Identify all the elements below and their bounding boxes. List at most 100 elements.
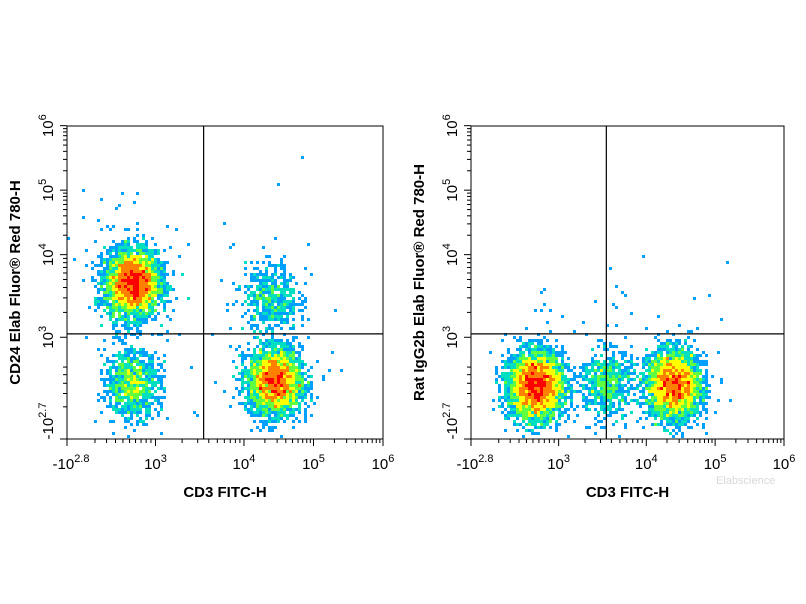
event-dot [130,273,133,276]
event-dot [136,393,139,396]
event-dot [97,348,100,351]
event-dot [256,396,259,399]
event-dot [666,423,669,426]
event-dot [190,366,193,369]
event-dot [127,285,130,288]
event-dot [124,240,127,243]
event-dot [573,366,576,369]
event-dot [681,402,684,405]
event-dot [136,243,139,246]
event-dot [145,399,148,402]
event-dot [286,396,289,399]
event-dot [630,399,633,402]
event-dot [175,297,178,300]
event-dot [675,393,678,396]
event-dot [193,411,196,414]
event-dot [271,372,274,375]
event-dot [160,378,163,381]
event-dot [286,342,289,345]
event-dot [262,285,265,288]
event-dot [265,288,268,291]
event-dot [121,279,124,282]
event-dot [106,306,109,309]
event-dot [522,411,525,414]
event-dot [525,381,528,384]
event-dot [298,384,301,387]
event-dot [139,267,142,270]
event-dot [265,312,268,315]
event-dot [148,369,151,372]
event-dot [666,393,669,396]
event-dot [145,294,148,297]
event-dot [609,375,612,378]
event-dot [124,372,127,375]
event-dot [247,393,250,396]
event-dot [651,414,654,417]
event-dot [106,369,109,372]
event-dot [567,378,570,381]
event-dot [265,342,268,345]
event-dot [286,351,289,354]
event-dot [268,342,271,345]
event-dot [274,399,277,402]
event-dot [280,318,283,321]
event-dot [618,399,621,402]
event-dot [678,363,681,366]
event-dot [100,378,103,381]
event-dot [675,414,678,417]
event-dot [648,393,651,396]
event-dot [681,378,684,381]
event-dot [573,375,576,378]
event-dot [654,366,657,369]
event-dot [145,312,148,315]
event-dot [118,381,121,384]
event-dot [280,306,283,309]
event-dot [513,372,516,375]
event-dot [597,420,600,423]
event-dot [265,273,268,276]
event-dot [298,387,301,390]
event-dot [621,399,624,402]
event-dot [265,327,268,330]
event-dot [675,384,678,387]
event-dot [693,384,696,387]
event-dot [627,366,630,369]
event-dot [612,372,615,375]
event-dot [166,285,169,288]
event-dot [142,234,145,237]
event-dot [271,399,274,402]
event-dot [678,351,681,354]
event-dot [286,345,289,348]
event-dot [304,384,307,387]
event-dot [507,372,510,375]
event-dot [516,381,519,384]
event-dot [678,339,681,342]
event-dot [112,342,115,345]
event-dot [118,243,121,246]
event-dot [702,423,705,426]
event-dot [522,363,525,366]
event-dot [585,396,588,399]
event-dot [645,378,648,381]
event-dot [241,354,244,357]
event-dot [100,288,103,291]
event-dot [130,396,133,399]
right-dot-plot: -102.8 103 104 105 106-102.7103104105106CD3 … [411,114,795,501]
event-dot [268,390,271,393]
event-dot [274,318,277,321]
event-dot [534,369,537,372]
event-dot [187,297,190,300]
event-dot [136,258,139,261]
event-dot [85,336,88,339]
event-dot [277,399,280,402]
event-dot [624,351,627,354]
event-dot [678,393,681,396]
event-dot [286,390,289,393]
event-dot [597,378,600,381]
event-dot [651,375,654,378]
event-dot [651,366,654,369]
event-dot [259,399,262,402]
event-dot [124,264,127,267]
event-dot [585,333,588,336]
event-dot [672,390,675,393]
